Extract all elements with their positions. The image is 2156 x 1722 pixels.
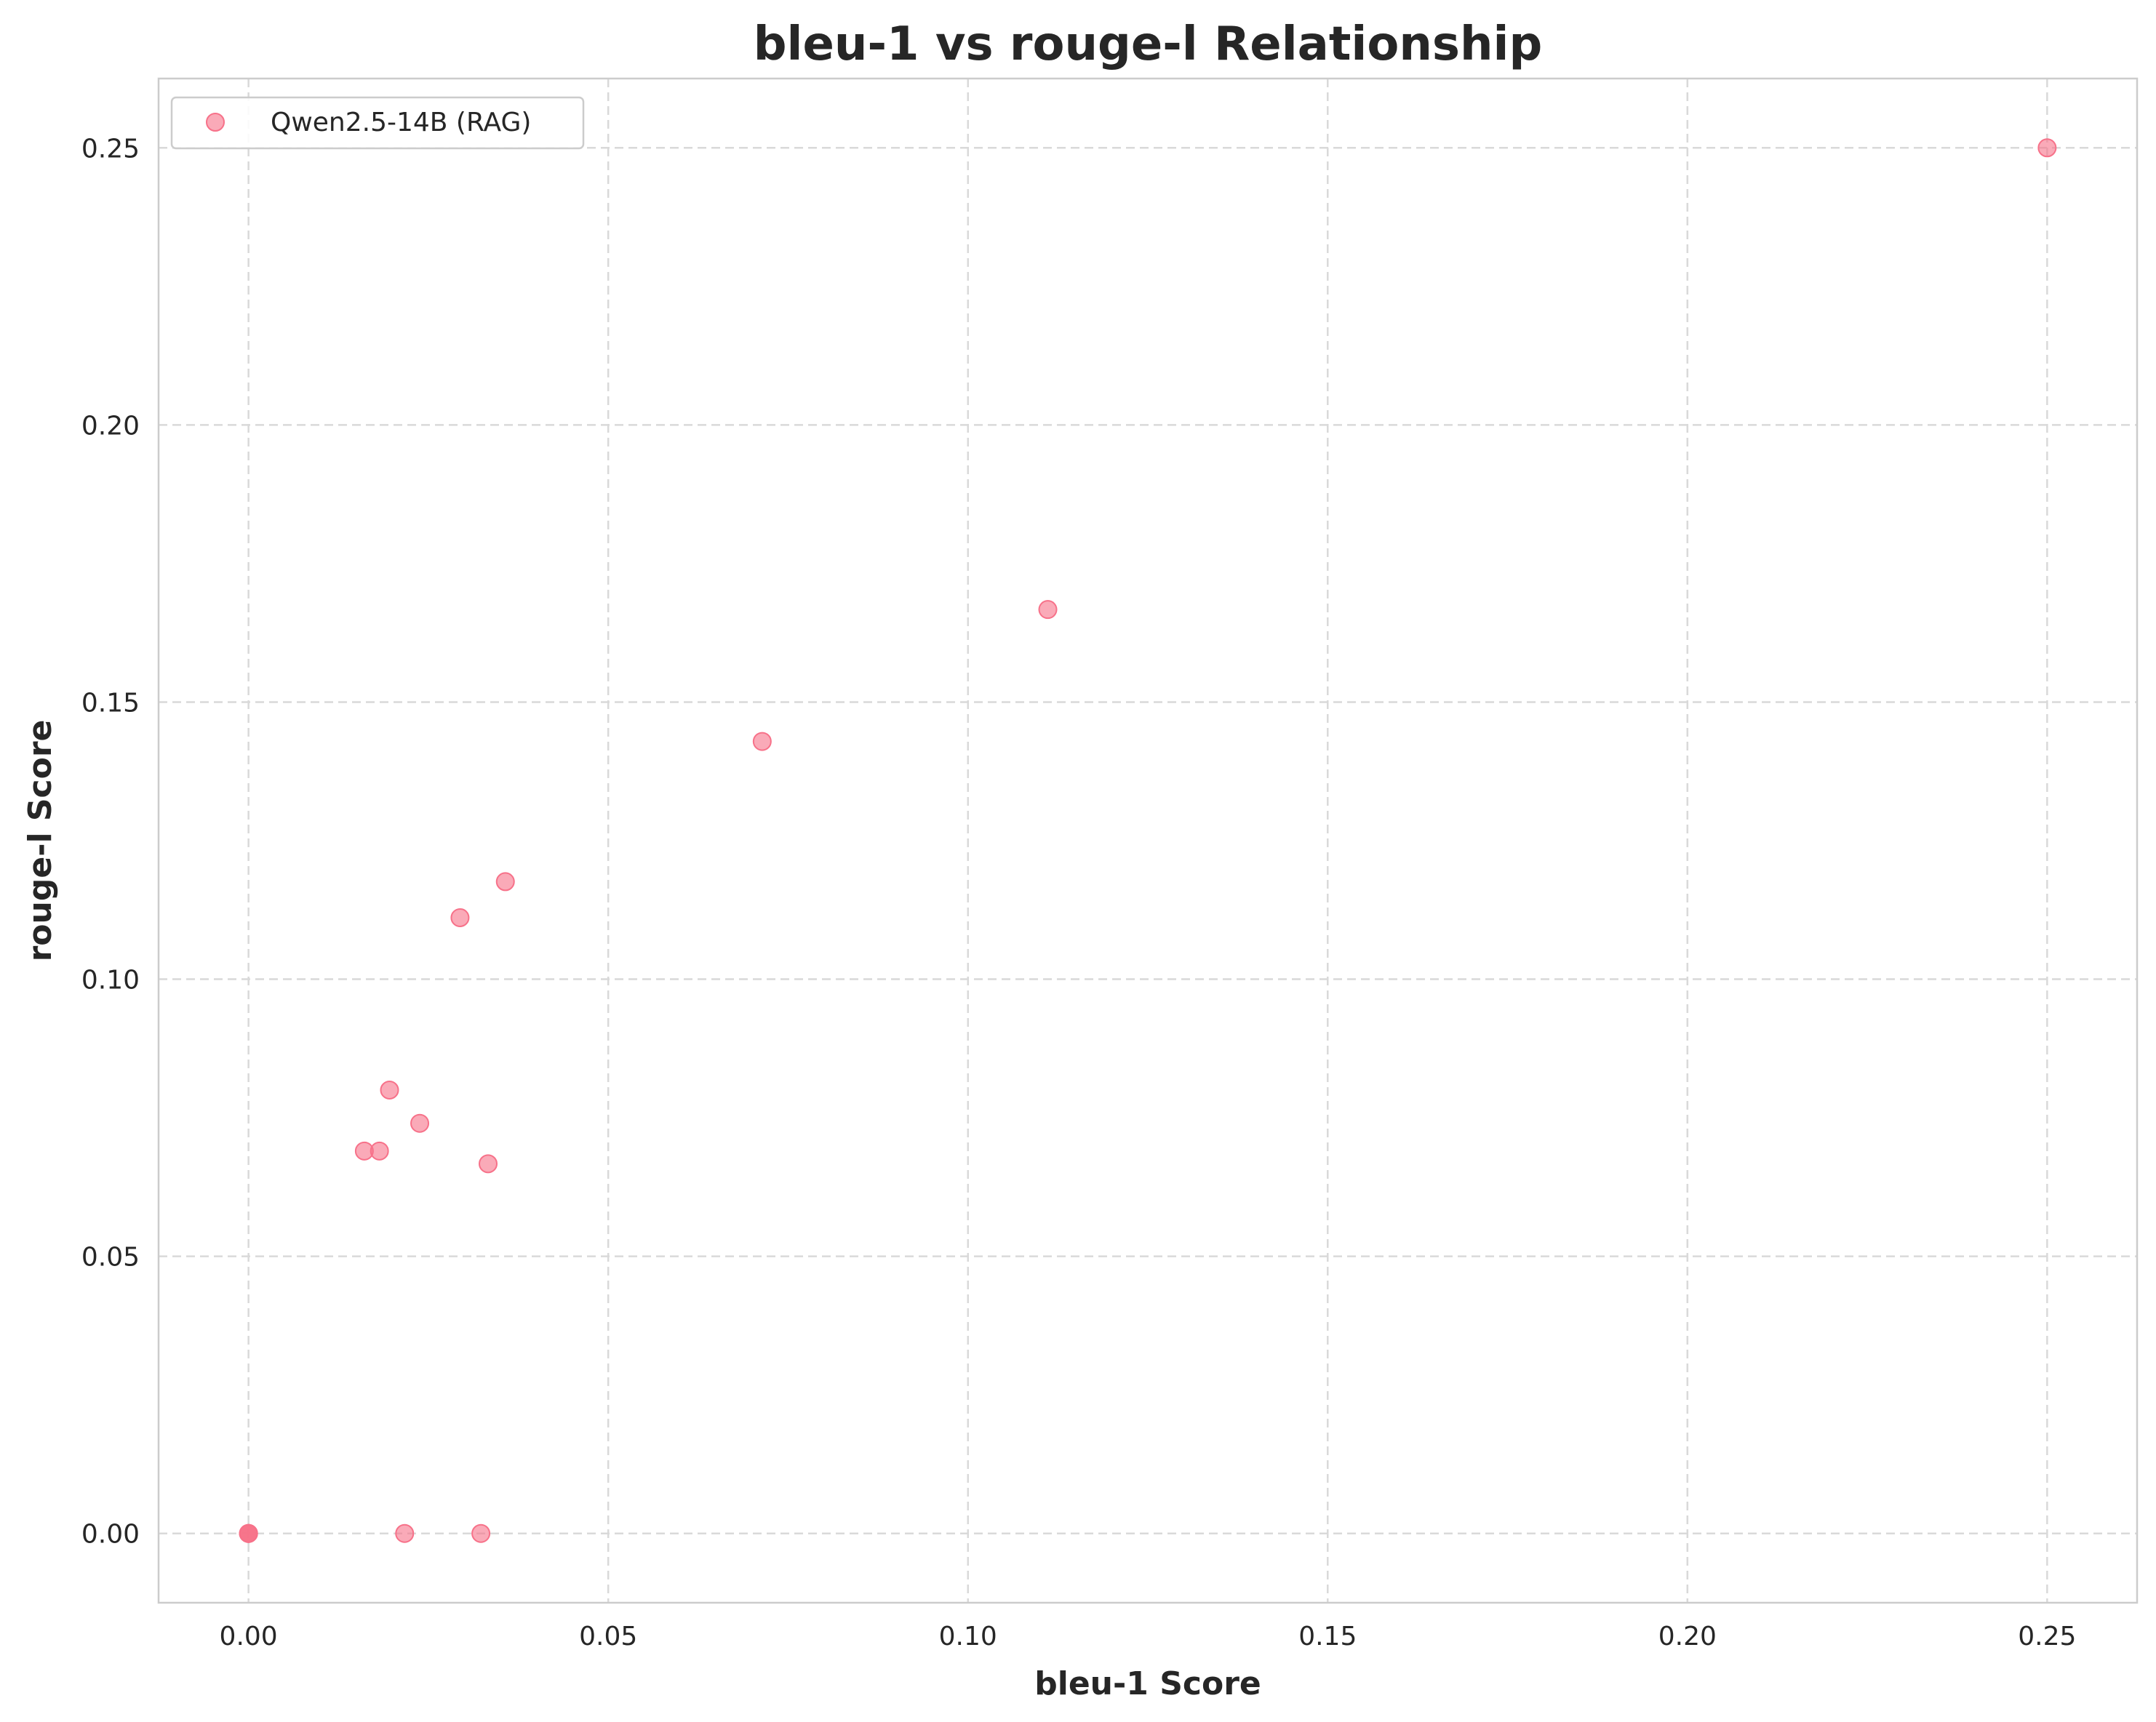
legend: Qwen2.5-14B (RAG) bbox=[170, 96, 585, 150]
scatter-point bbox=[410, 1113, 430, 1133]
y-tick-label: 0.15 bbox=[81, 688, 140, 718]
scatter-point bbox=[380, 1080, 399, 1100]
y-tick-label: 0.00 bbox=[81, 1520, 140, 1550]
grid-lines bbox=[159, 79, 2137, 1603]
y-axis-label: rouge-l Score bbox=[22, 720, 59, 962]
x-tick-label: 0.00 bbox=[220, 1622, 278, 1651]
y-tick-label: 0.25 bbox=[81, 134, 140, 164]
scatter-point bbox=[370, 1141, 389, 1161]
x-tick-label: 0.10 bbox=[939, 1622, 997, 1651]
scatter-point bbox=[471, 1523, 491, 1543]
y-tick-label: 0.20 bbox=[81, 411, 140, 441]
x-tick-label: 0.15 bbox=[1298, 1622, 1357, 1651]
plot-area-frame bbox=[157, 77, 2139, 1604]
data-points bbox=[239, 138, 2057, 1543]
x-tick-label: 0.25 bbox=[2018, 1622, 2076, 1651]
scatter-point bbox=[239, 1523, 258, 1543]
scatter-point bbox=[2037, 138, 2057, 158]
legend-marker bbox=[206, 113, 225, 132]
y-tick-labels: 0.00 0.05 0.10 0.15 0.20 0.25 bbox=[81, 134, 140, 1549]
legend-label: Qwen2.5-14B (RAG) bbox=[271, 108, 531, 137]
y-tick-label: 0.10 bbox=[81, 966, 140, 996]
chart-title: bleu-1 vs rouge-l Relationship bbox=[754, 17, 1543, 71]
x-tick-label: 0.20 bbox=[1658, 1622, 1717, 1651]
x-tick-labels: 0.00 0.05 0.10 0.15 0.20 0.25 bbox=[220, 1622, 2077, 1651]
x-tick-label: 0.05 bbox=[579, 1622, 637, 1651]
legend-box bbox=[170, 96, 585, 150]
scatter-point bbox=[395, 1523, 415, 1543]
scatter-point bbox=[450, 908, 470, 927]
scatter-point bbox=[752, 732, 772, 751]
scatter-point bbox=[495, 872, 515, 892]
y-tick-label: 0.05 bbox=[81, 1243, 140, 1273]
scatter-point bbox=[1038, 600, 1058, 620]
scatter-point bbox=[479, 1154, 498, 1174]
x-axis-label: bleu-1 Score bbox=[1034, 1665, 1261, 1702]
